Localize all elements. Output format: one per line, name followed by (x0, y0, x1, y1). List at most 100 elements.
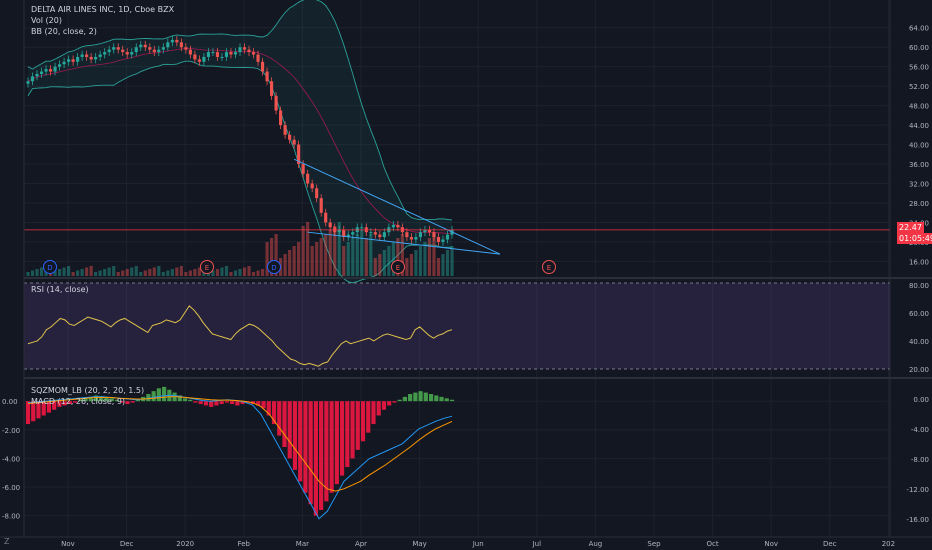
candle-body (175, 39, 179, 43)
volume-bar (76, 270, 80, 276)
bollinger-indicator-label[interactable]: BB (20, close, 2) (31, 27, 97, 36)
candle-body (319, 198, 323, 213)
candle-body (44, 69, 48, 72)
momentum-bar (193, 401, 198, 403)
candle-body (423, 229, 427, 233)
momentum-bar (282, 401, 287, 447)
candle-body (229, 52, 233, 55)
candle-body (324, 212, 328, 223)
candle-body (67, 59, 71, 62)
momentum-bar (224, 401, 230, 403)
time-tick-label: Nov (61, 540, 75, 548)
candle-body (242, 47, 247, 50)
time-tick-label: Jul (532, 540, 542, 548)
volume-bar (48, 272, 53, 276)
macd-right-tick-label: -4.00 (911, 426, 929, 434)
momentum-bar (439, 396, 444, 402)
momentum-bar (198, 401, 203, 405)
momentum-left-tick-label: -8.00 (2, 513, 20, 521)
volume-bar (116, 272, 120, 276)
rsi-band (24, 283, 890, 369)
volume-bar (346, 242, 350, 276)
signal-line (27, 396, 453, 492)
momentum-bar (287, 401, 292, 459)
volume-bar (35, 269, 39, 276)
volume-bar (445, 250, 450, 276)
rsi-pane (27, 305, 453, 367)
candle-body (328, 222, 332, 228)
candle-body (405, 232, 409, 238)
volume-bar (143, 270, 147, 276)
candle-body (179, 42, 183, 48)
volume-bar (364, 238, 368, 276)
momentum-bar (120, 401, 125, 403)
price-tick-label: 40.00 (909, 142, 929, 150)
volume-bar (175, 267, 179, 276)
event-marker (391, 260, 405, 274)
volume-bar (215, 269, 220, 276)
time-tick-label: 202 (882, 540, 895, 548)
momentum-bar (177, 395, 182, 402)
candle-body (152, 49, 156, 53)
volume-bar (112, 266, 116, 276)
volume-bar (161, 272, 165, 276)
candle-body (112, 47, 116, 50)
volume-indicator-label[interactable]: Vol (20) (31, 16, 62, 25)
momentum-bar (408, 394, 413, 402)
candle-body (441, 239, 445, 242)
bollinger-fill (28, 0, 452, 283)
time-tick-label: Jun (472, 540, 484, 548)
candle-body (288, 134, 292, 140)
momentum-bar (46, 401, 52, 413)
volume-bar (387, 246, 391, 276)
volume-bar (247, 266, 251, 276)
timezone-letter[interactable]: Z (4, 537, 10, 546)
candle-body (414, 237, 418, 240)
momentum-bar (31, 401, 36, 422)
momentum-bar (57, 401, 62, 407)
momentum-legend: SQZMOM_LB (20, 2, 20, 1.5) MACD (12, 26,… (31, 385, 144, 407)
event-marker (542, 260, 556, 274)
rsi-indicator-label[interactable]: RSI (14, close) (31, 285, 89, 294)
candle-body (48, 69, 53, 72)
momentum-bar (277, 401, 282, 436)
candle-body (134, 47, 138, 53)
volume-bar (256, 270, 260, 276)
volume-bar (57, 269, 62, 276)
price-tick-label: 44.00 (909, 122, 929, 130)
time-tick-label: Feb (238, 540, 251, 548)
macd-indicator-label[interactable]: MACD (12, 26, close, 9) (31, 397, 126, 406)
momentum-bar (156, 388, 161, 402)
candle-body (265, 71, 269, 82)
momentum-bar (78, 399, 83, 402)
time-tick-label: Sep (647, 540, 661, 548)
candle-body (360, 227, 364, 229)
volume-bar (206, 272, 211, 276)
momentum-bar (261, 401, 266, 409)
candle-body (130, 52, 134, 55)
candle-body (125, 52, 129, 55)
volume-bar (89, 266, 93, 276)
symbol-title[interactable]: DELTA AIR LINES INC, 1D, Cboe BZX (31, 5, 175, 14)
momentum-bar (413, 392, 418, 402)
volume-bar (337, 222, 341, 276)
price-tick-label: 60.00 (909, 44, 929, 52)
volume-bar (233, 270, 238, 276)
event-marker-label: E (396, 264, 400, 272)
bollinger-upper-line (27, 0, 453, 221)
momentum-bar (99, 396, 104, 402)
momentum-bar (360, 401, 366, 442)
momentum-bar (214, 401, 219, 406)
candle-body (269, 81, 274, 96)
volume-bar (238, 269, 242, 276)
candle-body (260, 61, 265, 72)
macd-right-tick-label: -12.00 (906, 486, 929, 494)
rsi-line (27, 305, 453, 367)
volume-bar (297, 242, 301, 276)
squeeze-indicator-label[interactable]: SQZMOM_LB (20, 2, 20, 1.5) (31, 386, 145, 395)
momentum-left-tick-label: -4.00 (2, 455, 20, 463)
momentum-bar (52, 401, 57, 410)
candle-body (76, 56, 80, 62)
